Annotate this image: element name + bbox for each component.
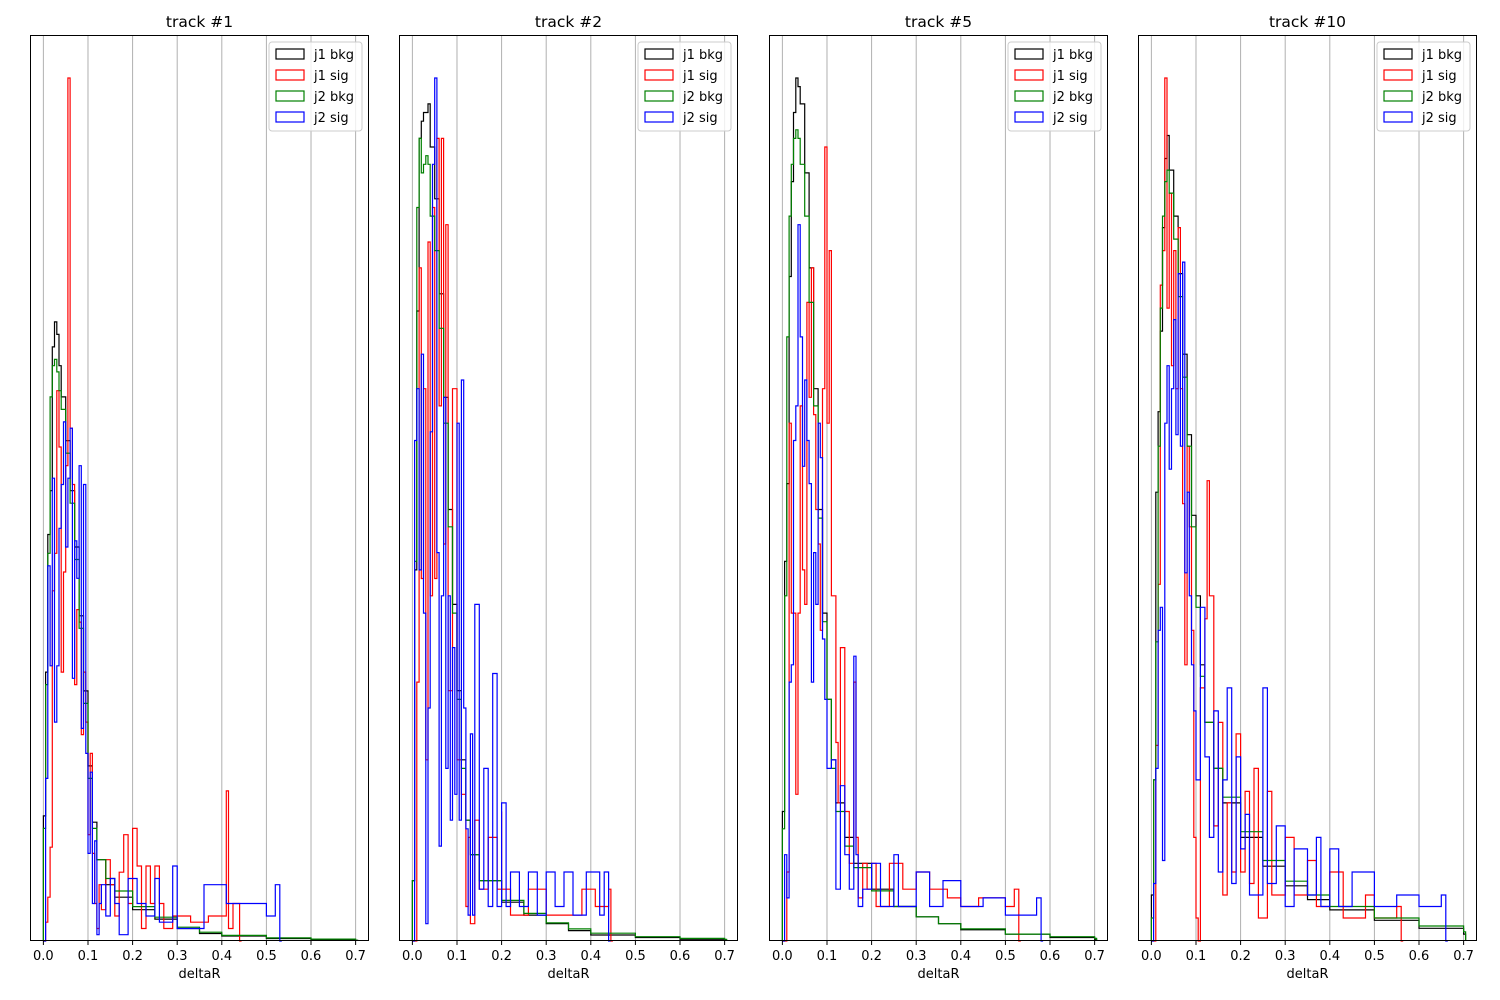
panels: 0.0 0.1 0.2 0.3 0.4 0.5 0.6 0.7 track #1 deltaR j1… (30, 13, 1477, 982)
x-tick-label: 0.7 (345, 949, 366, 964)
x-tick-label: 0.0 (772, 949, 793, 964)
legend-label: j1 bkg (313, 48, 354, 63)
chart-panel-3: 0.0 0.1 0.2 0.3 0.4 0.5 0.6 0.7 track #5 deltaR j1… (769, 13, 1108, 982)
x-tick-label: 0.5 (256, 949, 277, 964)
x-axis-label: deltaR (179, 967, 221, 982)
x-tick-label: 0.0 (33, 949, 54, 964)
x-tick-label: 0.2 (491, 949, 512, 964)
legend-box (1376, 41, 1471, 132)
x-tick-label: 0.3 (906, 949, 927, 964)
legend-label: j2 sig (1421, 111, 1457, 126)
legend-label: j2 bkg (1421, 90, 1462, 105)
legend-swatch (1383, 69, 1413, 81)
legend: j1 bkg j1 sig j2 bkg j2 sig (1007, 41, 1102, 132)
x-tick-label: 0.5 (625, 949, 646, 964)
x-tick-label: 0.3 (1275, 949, 1296, 964)
legend-label: j2 bkg (682, 90, 723, 105)
x-tick-label: 0.4 (1319, 949, 1340, 964)
x-tick-label: 0.6 (670, 949, 691, 964)
legend-label: j1 bkg (1421, 48, 1462, 63)
legend-label: j1 bkg (1052, 48, 1093, 63)
axes-frame (30, 35, 369, 941)
x-tick-label: 0.3 (167, 949, 188, 964)
legend-swatch (644, 111, 674, 123)
legend-label: j2 bkg (1052, 90, 1093, 105)
legend-label: j2 sig (1052, 111, 1088, 126)
legend-swatch (1383, 111, 1413, 123)
axes-frame (769, 35, 1108, 941)
legend-swatch (275, 111, 305, 123)
legend-swatch (1014, 90, 1044, 102)
x-tick-label: 0.3 (536, 949, 557, 964)
legend-box (637, 41, 732, 132)
legend-swatch (1383, 48, 1413, 60)
legend-swatch (644, 69, 674, 81)
legend-box (268, 41, 363, 132)
x-tick-label: 0.4 (211, 949, 232, 964)
legend-swatch (1014, 111, 1044, 123)
legend-box (1007, 41, 1102, 132)
x-tick-label: 0.7 (714, 949, 735, 964)
legend: j1 bkg j1 sig j2 bkg j2 sig (268, 41, 363, 132)
x-tick-label: 0.7 (1084, 949, 1105, 964)
x-axis-label: deltaR (1287, 967, 1329, 982)
legend-label: j1 sig (313, 69, 349, 84)
series-j2-bkg-step-line (1150, 169, 1467, 941)
x-tick-label: 0.0 (1141, 949, 1162, 964)
legend-swatch (275, 48, 305, 60)
chart-title: track #2 (535, 13, 602, 31)
x-tick-label: 0.2 (122, 949, 143, 964)
legend-label: j2 bkg (313, 90, 354, 105)
x-axis-label: deltaR (918, 967, 960, 982)
x-tick-label: 0.7 (1453, 949, 1474, 964)
series-j2-sig-step-line (782, 224, 1044, 942)
x-tick-label: 0.0 (402, 949, 423, 964)
legend-label: j1 sig (682, 69, 718, 84)
x-tick-label: 0.6 (301, 949, 322, 964)
legend: j1 bkg j1 sig j2 bkg j2 sig (1376, 41, 1471, 132)
chart-title: track #1 (166, 13, 233, 31)
x-tick-label: 0.6 (1040, 949, 1061, 964)
axes-frame (1138, 35, 1477, 941)
x-tick-label: 0.4 (580, 949, 601, 964)
legend-swatch (275, 90, 305, 102)
legend-swatch (644, 48, 674, 60)
x-tick-label: 0.1 (817, 949, 838, 964)
chart-title: track #10 (1269, 13, 1346, 31)
legend-swatch (275, 69, 305, 81)
legend: j1 bkg j1 sig j2 bkg j2 sig (637, 41, 732, 132)
x-tick-label: 0.6 (1409, 949, 1430, 964)
x-tick-label: 0.1 (447, 949, 468, 964)
legend-label: j1 sig (1421, 69, 1457, 84)
series-j2-sig-step-line (412, 77, 611, 942)
series-j2-sig-step-line (1151, 261, 1448, 942)
series-j2-bkg-step-line (781, 129, 1098, 941)
legend-label: j2 sig (682, 111, 718, 126)
legend-label: j1 bkg (682, 48, 723, 63)
x-tick-label: 0.1 (78, 949, 99, 964)
x-tick-label: 0.4 (950, 949, 971, 964)
legend-swatch (1014, 69, 1044, 81)
x-tick-label: 0.5 (995, 949, 1016, 964)
x-tick-label: 0.5 (1364, 949, 1385, 964)
series-j2-bkg-step-line (411, 137, 728, 941)
axes-frame (399, 35, 738, 941)
chart-title: track #5 (905, 13, 972, 31)
x-tick-label: 0.2 (861, 949, 882, 964)
legend-label: j2 sig (313, 111, 349, 126)
x-tick-label: 0.2 (1230, 949, 1251, 964)
legend-swatch (1014, 48, 1044, 60)
x-axis-label: deltaR (548, 967, 590, 982)
chart-panel-1: 0.0 0.1 0.2 0.3 0.4 0.5 0.6 0.7 track #1 deltaR j1… (30, 13, 369, 982)
chart-panel-4: 0.0 0.1 0.2 0.3 0.4 0.5 0.6 0.7 track #10 deltaR j… (1138, 13, 1477, 982)
x-tick-label: 0.1 (1186, 949, 1207, 964)
series-j2-sig-step-line (43, 421, 282, 942)
legend-label: j1 sig (1052, 69, 1088, 84)
chart-panel-2: 0.0 0.1 0.2 0.3 0.4 0.5 0.6 0.7 track #2 deltaR j1… (399, 13, 738, 982)
legend-swatch (644, 90, 674, 102)
legend-swatch (1383, 90, 1413, 102)
